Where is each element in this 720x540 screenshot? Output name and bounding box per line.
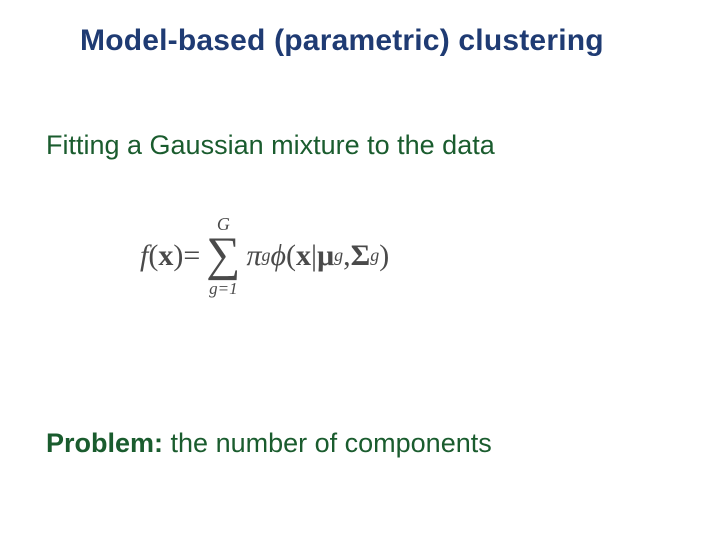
formula-comma: ,	[343, 239, 351, 273]
problem-line: Problem: the number of components	[46, 428, 680, 459]
sum-lower-limit: g=1	[209, 280, 237, 297]
summation: G ∑ g=1	[206, 215, 240, 297]
problem-label: Problem:	[46, 428, 163, 458]
formula-phi-open: (	[286, 239, 296, 273]
formula-cov-sigma: Σ	[351, 239, 371, 273]
formula-mu-sub: g	[334, 245, 343, 266]
formula-open-paren: (	[148, 239, 158, 273]
formula-phi-close: )	[379, 239, 389, 273]
sum-sigma-icon: ∑	[206, 235, 240, 276]
slide-subtitle: Fitting a Gaussian mixture to the data	[46, 130, 680, 161]
gaussian-mixture-formula: f ( x ) = G ∑ g=1 π g ϕ ( x | μ g , Σ g …	[140, 215, 580, 297]
slide: Model-based (parametric) clustering Fitt…	[0, 0, 720, 540]
problem-text: the number of components	[163, 428, 492, 458]
formula-x: x	[158, 239, 173, 273]
formula-phi: ϕ	[271, 239, 287, 273]
formula-close-paren: )	[173, 239, 183, 273]
formula-equals: =	[183, 239, 200, 273]
formula-row: f ( x ) = G ∑ g=1 π g ϕ ( x | μ g , Σ g …	[140, 215, 580, 297]
formula-phi-x: x	[296, 239, 311, 273]
formula-mu: μ	[317, 239, 334, 273]
formula-pi-sub: g	[262, 245, 271, 266]
slide-title: Model-based (parametric) clustering	[80, 24, 680, 58]
formula-sigma-sub: g	[370, 245, 379, 266]
formula-f: f	[140, 239, 148, 273]
formula-pi: π	[246, 239, 261, 273]
